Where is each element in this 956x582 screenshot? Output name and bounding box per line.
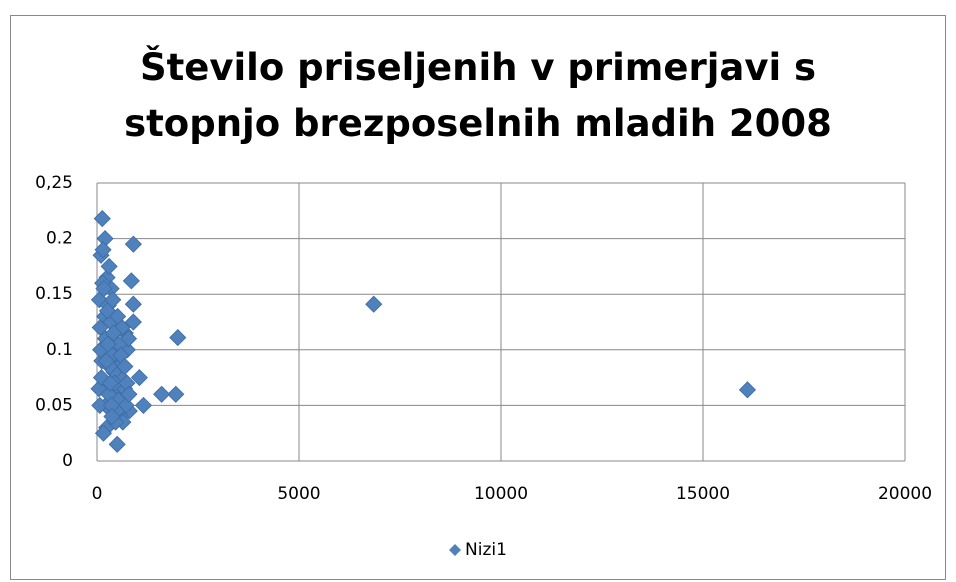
y-tick-label: 0.15 bbox=[35, 284, 73, 304]
point bbox=[124, 295, 142, 313]
point bbox=[94, 424, 113, 442]
legend-label: Nizi1 bbox=[465, 540, 507, 560]
point bbox=[120, 385, 138, 403]
point bbox=[94, 241, 112, 259]
point bbox=[738, 381, 757, 399]
point bbox=[97, 352, 115, 370]
point bbox=[124, 235, 142, 253]
point bbox=[91, 396, 109, 414]
point bbox=[116, 357, 134, 376]
point bbox=[122, 272, 140, 290]
chart-frame bbox=[10, 15, 946, 580]
y-tick-label: 0.1 bbox=[46, 340, 73, 360]
point bbox=[93, 210, 111, 228]
x-tick-label: 0 bbox=[92, 484, 103, 504]
chart-title: Število priseljenih v primerjavi s stopn… bbox=[124, 46, 832, 145]
point bbox=[153, 385, 171, 403]
point bbox=[103, 407, 121, 426]
legend-marker bbox=[449, 544, 461, 556]
x-tick-label: 15000 bbox=[676, 484, 730, 504]
title-box: Število priseljenih v primerjavi s stopn… bbox=[124, 46, 832, 145]
point bbox=[130, 369, 148, 387]
y-tick-label: 0 bbox=[62, 451, 73, 471]
point bbox=[104, 324, 123, 342]
point bbox=[95, 280, 113, 298]
point bbox=[100, 257, 118, 275]
y-tick-label: 0.05 bbox=[35, 395, 73, 415]
point bbox=[134, 396, 153, 414]
point bbox=[101, 374, 119, 392]
point bbox=[169, 329, 187, 347]
point bbox=[109, 307, 127, 326]
point bbox=[167, 385, 185, 403]
point bbox=[99, 335, 117, 353]
x-tick-label: 10000 bbox=[474, 484, 528, 504]
y-tick-label: 0.2 bbox=[46, 229, 73, 249]
point bbox=[365, 295, 383, 313]
x-tick-label: 20000 bbox=[878, 484, 932, 504]
point bbox=[124, 313, 142, 331]
point bbox=[108, 435, 126, 453]
y-tick-label: 0,25 bbox=[35, 173, 73, 193]
x-tick-label: 5000 bbox=[277, 484, 320, 504]
